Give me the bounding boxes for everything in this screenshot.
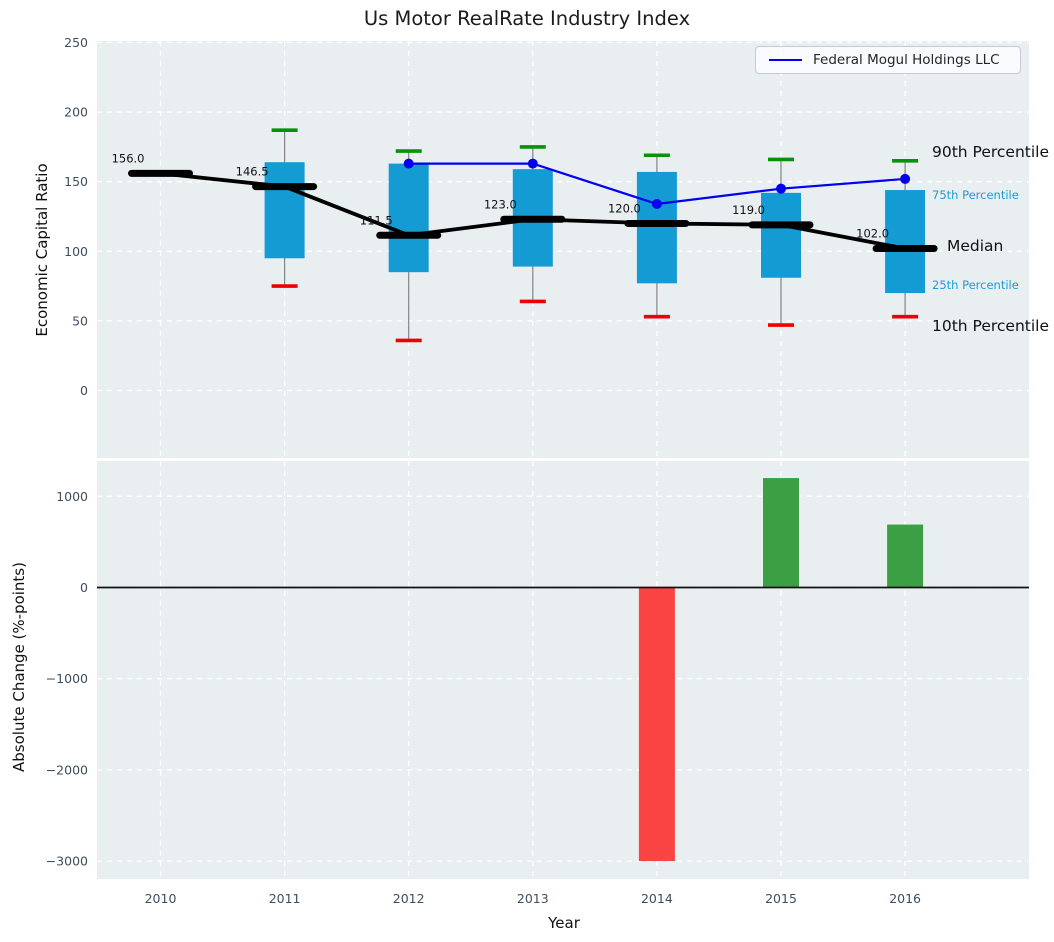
median-value-label-2013: 123.0 xyxy=(484,197,517,211)
x-tick-label-2015: 2015 xyxy=(765,891,797,906)
percentile-box-2011 xyxy=(264,162,305,259)
top-y-tick-label: 0 xyxy=(80,383,88,398)
x-tick-label-2016: 2016 xyxy=(889,891,921,906)
legend-line-swatch xyxy=(769,59,802,61)
median-value-label-2010: 156.0 xyxy=(112,151,145,165)
bottom-y-axis-label: Absolute Change (%-points) xyxy=(10,562,28,772)
legend: Federal Mogul Holdings LLC xyxy=(755,46,1021,74)
top-y-tick-label: 150 xyxy=(64,174,88,189)
annotation-median: Median xyxy=(947,237,1004,255)
median-value-label-2011: 146.5 xyxy=(236,165,269,179)
top-y-tick-label: 100 xyxy=(64,244,88,259)
x-axis-label: Year xyxy=(548,914,580,932)
chart-title: Us Motor RealRate Industry Index xyxy=(363,7,691,30)
annotation-75th-percentile: 75th Percentile xyxy=(932,188,1019,202)
bottom-y-tick-label: −1000 xyxy=(46,671,88,686)
top-y-tick-label: 200 xyxy=(64,105,88,120)
company-point xyxy=(403,158,414,169)
annotation-10th-percentile: 10th Percentile xyxy=(932,317,1050,335)
annotation-90th-percentile: 90th Percentile xyxy=(932,143,1050,161)
top-y-axis-label: Economic Capital Ratio xyxy=(33,163,51,337)
percentile-box-2015 xyxy=(761,192,801,278)
x-tick-label-2014: 2014 xyxy=(641,891,673,906)
change-bar-2015 xyxy=(763,478,799,588)
bottom-y-tick-label: −3000 xyxy=(46,854,88,869)
x-tick-label-2012: 2012 xyxy=(393,891,425,906)
top-y-tick-label: 50 xyxy=(72,313,88,328)
x-tick-label-2011: 2011 xyxy=(269,891,301,906)
company-point xyxy=(527,158,538,169)
bottom-plot-area xyxy=(97,461,1029,879)
median-value-label-2015: 119.0 xyxy=(732,203,765,217)
annotation-25th-percentile: 25th Percentile xyxy=(932,278,1019,292)
change-bar-2016 xyxy=(887,524,924,588)
x-tick-label-2013: 2013 xyxy=(517,891,549,906)
bottom-y-tick-label: 0 xyxy=(80,580,88,595)
company-point xyxy=(900,173,911,184)
bottom-y-tick-label: 1000 xyxy=(56,489,88,504)
percentile-box-2016 xyxy=(885,190,926,294)
company-point xyxy=(651,198,662,209)
company-point xyxy=(776,183,786,194)
x-tick-label-2010: 2010 xyxy=(145,891,177,906)
bottom-y-tick-label: −2000 xyxy=(46,762,88,777)
change-bar-2014 xyxy=(638,587,675,862)
median-value-label-2016: 102.0 xyxy=(856,227,889,241)
median-value-label-2012: 111.5 xyxy=(360,213,393,227)
percentile-box-2012 xyxy=(388,163,429,273)
percentile-box-2014 xyxy=(636,171,677,284)
top-y-tick-label: 250 xyxy=(64,35,88,50)
legend-label: Federal Mogul Holdings LLC xyxy=(813,52,1000,68)
median-value-label-2014: 120.0 xyxy=(608,201,641,215)
